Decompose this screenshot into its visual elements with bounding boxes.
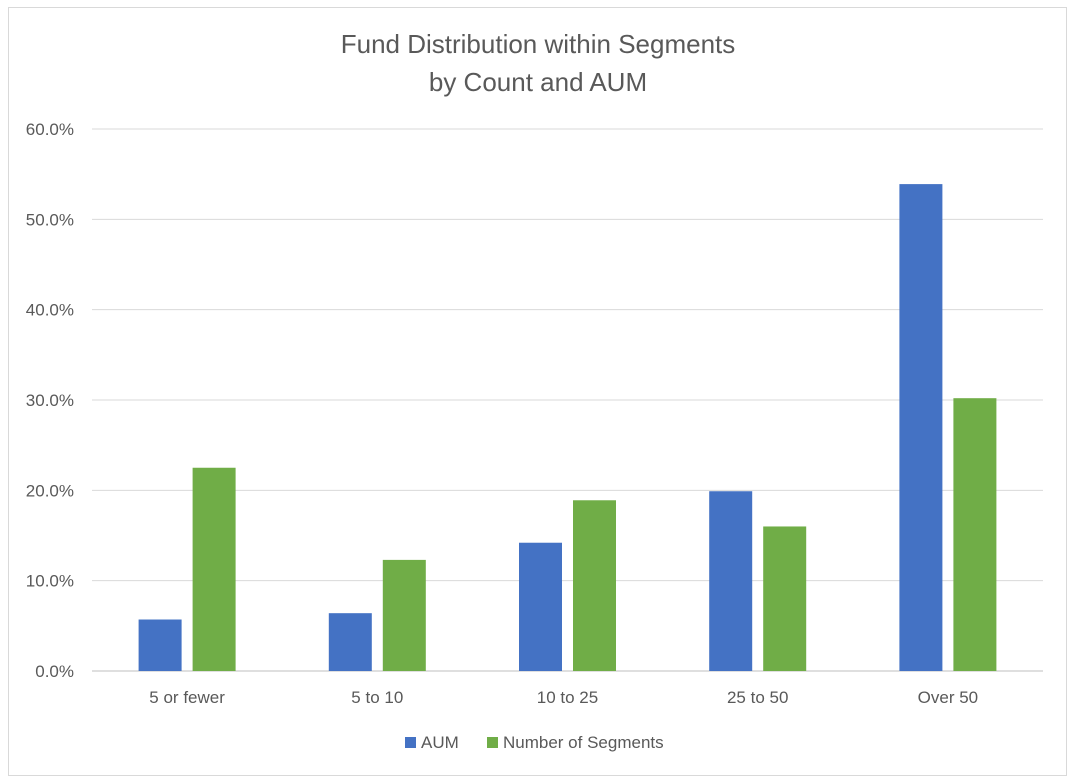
legend-swatch	[405, 737, 416, 748]
y-tick-label: 30.0%	[26, 391, 74, 410]
legend-label: Number of Segments	[503, 733, 664, 752]
y-tick-label: 20.0%	[26, 481, 74, 500]
x-tick-label: 25 to 50	[727, 688, 788, 707]
bars	[138, 184, 997, 671]
chart-title-line-2: by Count and AUM	[429, 67, 647, 97]
bar-number-of-segments	[953, 398, 997, 671]
y-tick-label: 50.0%	[26, 210, 74, 229]
x-tick-label: 5 or fewer	[149, 688, 225, 707]
x-axis-ticks: 5 or fewer 5 to 10 10 to 25 25 to 50 Over 50	[149, 688, 978, 707]
bar-aum	[899, 184, 943, 671]
bar-aum	[328, 613, 372, 671]
y-tick-label: 60.0%	[26, 120, 74, 139]
chart-title: Fund Distribution within Segments by Cou…	[341, 29, 736, 97]
legend: AUM Number of Segments	[405, 733, 664, 752]
bar-aum	[709, 491, 753, 671]
x-tick-label: 5 to 10	[351, 688, 403, 707]
y-tick-label: 40.0%	[26, 301, 74, 320]
legend-label: AUM	[421, 733, 459, 752]
bar-number-of-segments	[573, 500, 616, 671]
bar-number-of-segments	[382, 559, 426, 671]
bar-aum	[519, 542, 562, 671]
gridlines	[92, 128, 1043, 672]
x-tick-label: 10 to 25	[537, 688, 598, 707]
legend-swatch	[487, 737, 498, 748]
y-axis-ticks: 0.0% 10.0% 20.0% 30.0% 40.0% 50.0% 60.0%	[26, 120, 74, 681]
bar-aum	[138, 619, 182, 671]
bar-number-of-segments	[763, 526, 807, 671]
y-tick-label: 0.0%	[35, 662, 74, 681]
chart-title-line-1: Fund Distribution within Segments	[341, 29, 736, 59]
x-tick-label: Over 50	[918, 688, 978, 707]
y-tick-label: 10.0%	[26, 572, 74, 591]
bar-number-of-segments	[192, 467, 236, 671]
